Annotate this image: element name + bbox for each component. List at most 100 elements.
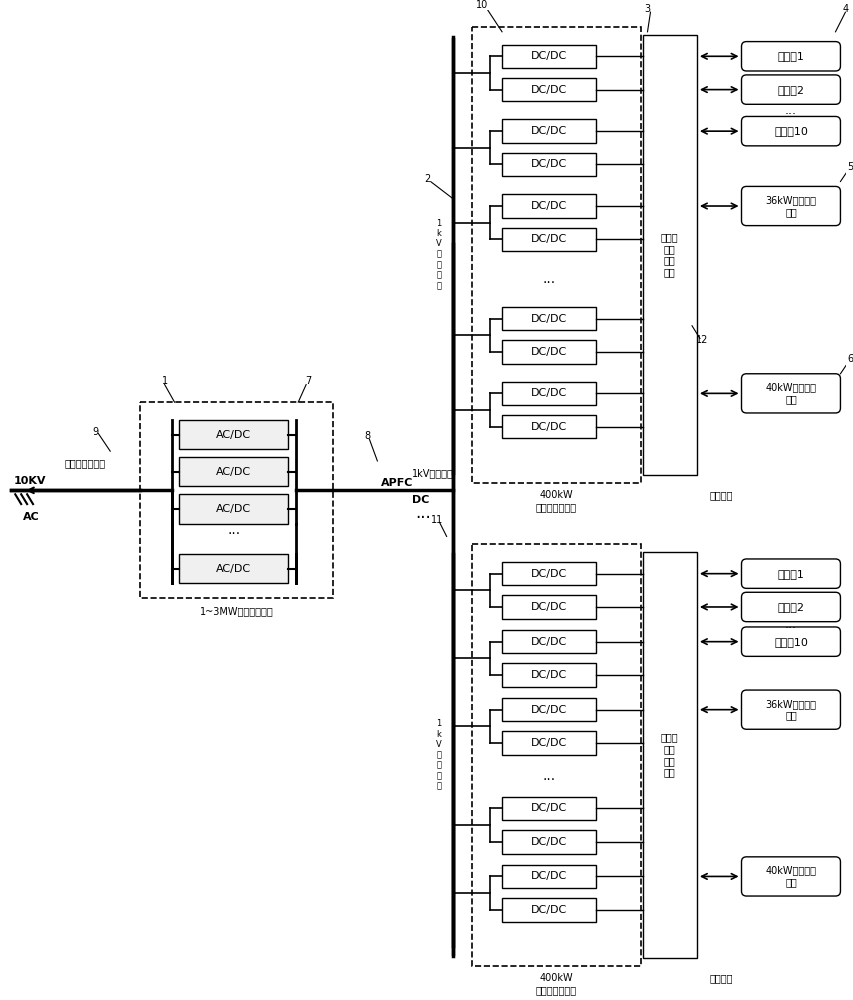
FancyBboxPatch shape [740,116,839,146]
Text: 10KV: 10KV [14,476,46,486]
Text: 4: 4 [841,4,848,14]
Text: DC/DC: DC/DC [531,234,566,244]
Text: AC/DC: AC/DC [216,504,251,514]
Bar [502,78,595,101]
Text: DC: DC [411,495,429,505]
Text: 1
k
V
直
流
电
装: 1 k V 直 流 电 装 [435,719,441,791]
Text: DC/DC: DC/DC [531,347,566,357]
FancyBboxPatch shape [740,627,839,656]
Text: 充电枪10: 充电枪10 [773,126,807,136]
Text: ...: ... [784,618,796,631]
Text: 36kW光伏发电
单元: 36kW光伏发电 单元 [764,195,815,217]
Text: DC/DC: DC/DC [531,837,566,847]
Bar [502,731,595,755]
Text: 充电枪1: 充电枪1 [776,51,804,61]
Bar [641,552,696,958]
FancyBboxPatch shape [740,559,839,588]
FancyBboxPatch shape [740,186,839,226]
Text: 400kW
双向充电堆单元: 400kW 双向充电堆单元 [536,490,577,512]
Text: DC/DC: DC/DC [531,85,566,95]
Text: 40kW锂电储能
单元: 40kW锂电储能 单元 [764,383,815,404]
Text: ...: ... [227,523,241,537]
Text: 9: 9 [92,427,98,437]
Bar [502,228,595,251]
Text: DC/DC: DC/DC [531,803,566,813]
Text: ...: ... [784,104,796,117]
Text: 10: 10 [476,0,488,10]
Bar [502,865,595,888]
Text: DC/DC: DC/DC [531,637,566,647]
Text: 3: 3 [644,4,650,14]
Text: AC/DC: AC/DC [216,564,251,574]
Bar [502,307,595,330]
Text: DC/DC: DC/DC [531,569,566,579]
FancyBboxPatch shape [740,690,839,729]
Text: DC/DC: DC/DC [531,314,566,324]
Text: 充电枪2: 充电枪2 [776,602,804,612]
FancyBboxPatch shape [740,857,839,896]
Text: DC/DC: DC/DC [531,422,566,432]
Text: 同步虚拟发电机: 同步虚拟发电机 [65,458,106,468]
Bar [502,45,595,68]
Text: 36kW光伏发电
单元: 36kW光伏发电 单元 [764,699,815,720]
Text: AC/DC: AC/DC [216,430,251,440]
Text: DC/DC: DC/DC [531,159,566,169]
Text: DC/DC: DC/DC [531,871,566,881]
Bar [502,382,595,405]
Bar [140,402,333,598]
Text: APFC: APFC [380,478,413,488]
Text: 接触器
投切
开关
矩阵: 接触器 投切 开关 矩阵 [660,232,678,277]
Bar [179,457,288,486]
Text: 7: 7 [305,376,310,386]
Text: AC/DC: AC/DC [216,467,251,477]
Text: 投切单元: 投切单元 [709,490,733,500]
Text: 11: 11 [430,515,443,525]
Bar [502,415,595,438]
Text: 40kW锂电储能
单元: 40kW锂电储能 单元 [764,866,815,887]
Bar [641,35,696,475]
Text: 2: 2 [424,174,431,184]
FancyBboxPatch shape [740,592,839,622]
Text: DC/DC: DC/DC [531,51,566,61]
Text: DC/DC: DC/DC [531,670,566,680]
Text: 充电枪2: 充电枪2 [776,85,804,95]
FancyBboxPatch shape [740,75,839,104]
Bar [502,340,595,364]
Text: 1kV直流母线: 1kV直流母线 [411,468,453,478]
Bar [472,544,640,966]
Text: DC/DC: DC/DC [531,201,566,211]
Text: DC/DC: DC/DC [531,905,566,915]
Text: 1
k
V
直
流
电
装: 1 k V 直 流 电 装 [435,219,441,290]
Text: ...: ... [542,272,555,286]
Bar [502,194,595,218]
Bar [502,630,595,653]
Bar [502,153,595,176]
Text: 投切单元: 投切单元 [709,973,733,983]
Text: 充电枪10: 充电枪10 [773,637,807,647]
Text: 12: 12 [695,335,707,345]
Text: DC/DC: DC/DC [531,705,566,715]
Text: 接触器
投切
开关
矩阵: 接触器 投切 开关 矩阵 [660,733,678,777]
Text: ...: ... [415,504,430,522]
Bar [502,898,595,922]
Text: 8: 8 [364,431,370,441]
Bar [179,554,288,583]
Bar [502,698,595,721]
Text: 充电枪1: 充电枪1 [776,569,804,579]
Bar [502,562,595,585]
Text: ...: ... [542,769,555,783]
Bar [502,663,595,687]
Bar [502,119,595,143]
Text: DC/DC: DC/DC [531,738,566,748]
Text: DC/DC: DC/DC [531,602,566,612]
FancyBboxPatch shape [740,374,839,413]
Bar [472,27,640,483]
Text: 6: 6 [846,354,852,364]
Bar [502,595,595,619]
Bar [502,830,595,854]
Bar [179,494,288,524]
Text: DC/DC: DC/DC [531,126,566,136]
Text: AC: AC [23,512,40,522]
Text: 1: 1 [161,376,167,386]
Bar [502,797,595,820]
